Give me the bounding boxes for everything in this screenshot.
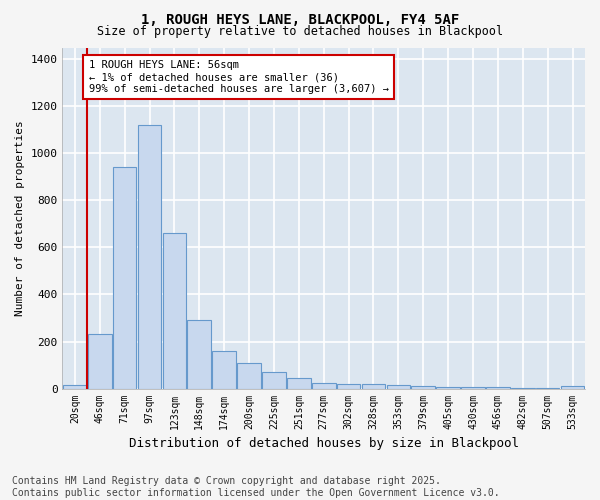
Bar xyxy=(287,378,311,388)
X-axis label: Distribution of detached houses by size in Blackpool: Distribution of detached houses by size … xyxy=(129,437,519,450)
Bar xyxy=(412,386,435,388)
Bar xyxy=(262,372,286,388)
Text: Contains HM Land Registry data © Crown copyright and database right 2025.
Contai: Contains HM Land Registry data © Crown c… xyxy=(12,476,500,498)
Bar xyxy=(561,386,584,388)
Bar xyxy=(436,386,460,388)
Bar xyxy=(212,351,236,389)
Bar xyxy=(88,334,112,388)
Bar xyxy=(163,234,186,388)
Bar xyxy=(312,382,335,388)
Bar xyxy=(63,385,86,388)
Text: Size of property relative to detached houses in Blackpool: Size of property relative to detached ho… xyxy=(97,25,503,38)
Bar xyxy=(237,362,261,388)
Bar xyxy=(113,168,136,388)
Bar xyxy=(362,384,385,388)
Text: 1, ROUGH HEYS LANE, BLACKPOOL, FY4 5AF: 1, ROUGH HEYS LANE, BLACKPOOL, FY4 5AF xyxy=(141,12,459,26)
Y-axis label: Number of detached properties: Number of detached properties xyxy=(15,120,25,316)
Bar xyxy=(137,125,161,388)
Text: 1 ROUGH HEYS LANE: 56sqm
← 1% of detached houses are smaller (36)
99% of semi-de: 1 ROUGH HEYS LANE: 56sqm ← 1% of detache… xyxy=(89,60,389,94)
Bar xyxy=(187,320,211,388)
Bar xyxy=(386,385,410,388)
Bar xyxy=(337,384,361,388)
